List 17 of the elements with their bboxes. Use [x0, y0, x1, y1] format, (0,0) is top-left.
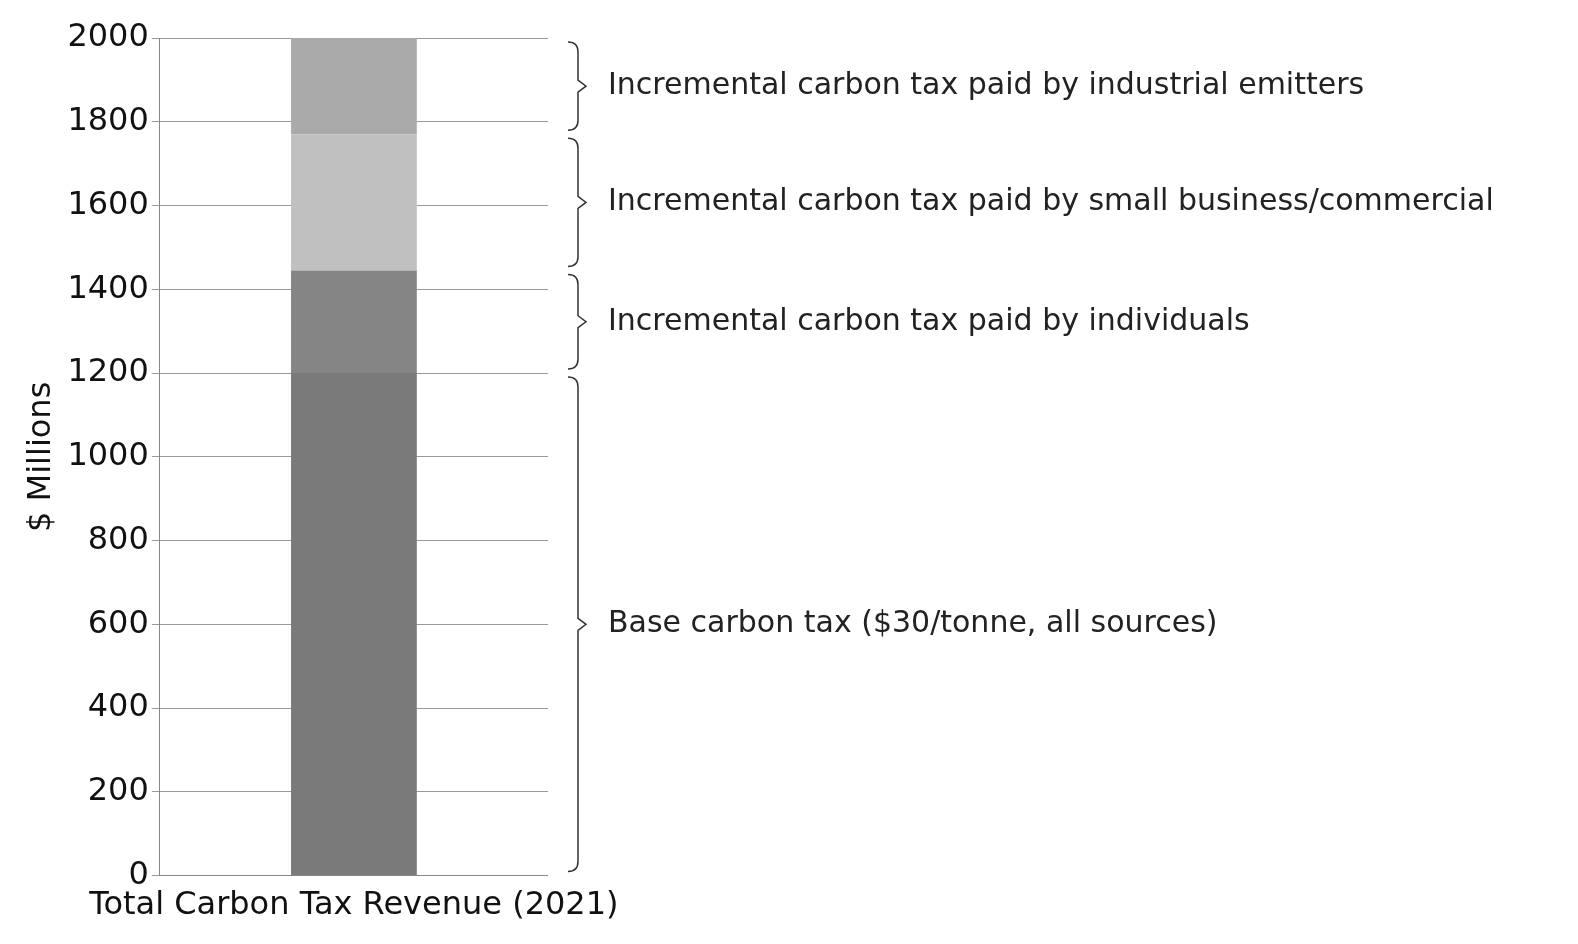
y-tick-label: 1000: [67, 435, 149, 474]
y-axis-title: $ Millions: [19, 381, 58, 532]
bar: [291, 38, 417, 135]
y-tick-label: 200: [87, 770, 149, 809]
y-tick-label: 1400: [67, 267, 149, 306]
y-tick-label: 800: [87, 518, 149, 557]
y-tick-label: 1200: [67, 351, 149, 390]
text: Incremental carbon tax paid by industrial emitters: [608, 65, 1365, 101]
y-tick-label: 1800: [67, 100, 149, 139]
text: Incremental carbon tax paid by small business/commercial: [608, 182, 1494, 218]
y-tick-label: 400: [87, 686, 149, 725]
text: Incremental carbon tax paid by individuals: [608, 301, 1250, 337]
text: Base carbon tax ($30/tonne, all sources): [608, 604, 1218, 640]
bar: [291, 134, 417, 271]
y-tick-label: 2000: [67, 16, 149, 55]
y-tick-label: 1600: [67, 183, 149, 222]
y-tick-label: 600: [87, 602, 149, 641]
